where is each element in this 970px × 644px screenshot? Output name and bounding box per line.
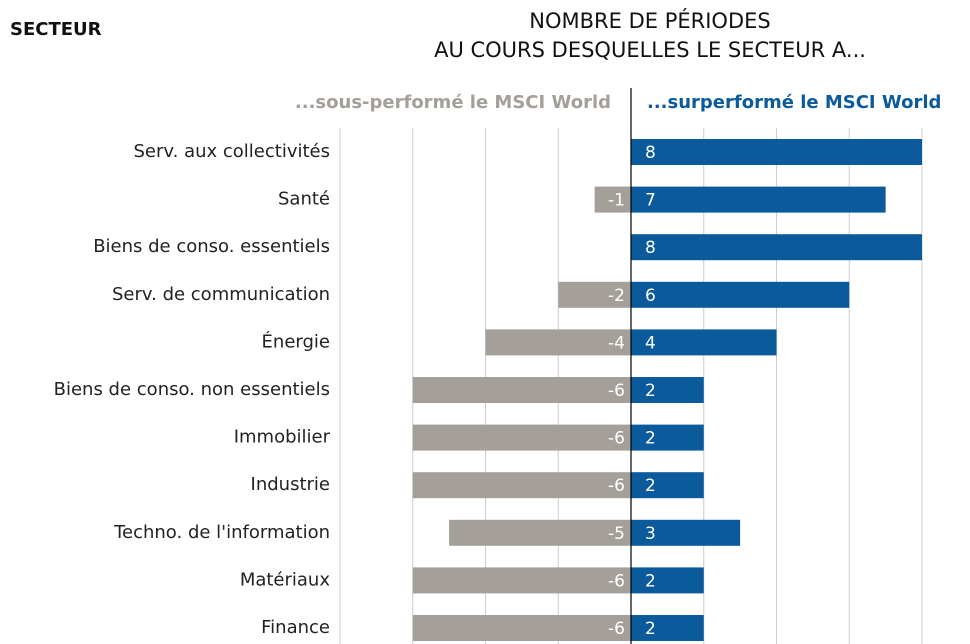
bar xyxy=(594,186,631,213)
data-label: -6 xyxy=(608,476,625,496)
data-label: 8 xyxy=(645,143,656,163)
data-label: 7 xyxy=(645,191,656,211)
bar xyxy=(412,472,631,499)
category-label: Biens de conso. essentiels xyxy=(93,236,330,257)
bar xyxy=(631,234,922,261)
bar xyxy=(631,519,741,546)
category-label: Énergie xyxy=(262,330,330,352)
bar xyxy=(412,567,631,594)
category-label: Matériaux xyxy=(240,569,331,590)
category-label: Biens de conso. non essentiels xyxy=(54,379,330,400)
data-label: -6 xyxy=(608,619,625,639)
category-label: Serv. aux collectivités xyxy=(133,141,330,162)
bar xyxy=(631,281,850,308)
data-label: 3 xyxy=(645,524,656,544)
data-label: 2 xyxy=(645,476,656,496)
category-label: Techno. de l'information xyxy=(113,522,330,543)
data-label: 2 xyxy=(645,571,656,591)
data-label: -6 xyxy=(608,571,625,591)
category-label: Industrie xyxy=(251,474,330,495)
bar xyxy=(631,472,704,499)
legend-entry: ...surperformé le MSCI World xyxy=(647,92,941,113)
data-label: -5 xyxy=(608,524,625,544)
category-label: Serv. de communication xyxy=(112,284,330,305)
bar xyxy=(631,567,704,594)
data-label: 2 xyxy=(645,429,656,449)
category-label: Immobilier xyxy=(234,427,331,448)
bar xyxy=(485,329,631,356)
bar xyxy=(631,139,922,165)
axis-label: SECTEUR xyxy=(10,19,102,40)
bar xyxy=(412,377,631,403)
bar xyxy=(558,281,631,308)
category-label: Finance xyxy=(261,617,330,638)
chart-title: NOMBRE DE PÉRIODES xyxy=(529,8,770,33)
data-label: 6 xyxy=(645,286,656,306)
data-label: 2 xyxy=(645,381,656,401)
data-label: -4 xyxy=(608,333,625,353)
bar xyxy=(631,615,704,641)
bar xyxy=(631,329,777,356)
data-label: 4 xyxy=(645,333,656,353)
data-label: 2 xyxy=(645,619,656,639)
bar xyxy=(449,519,631,546)
chart-title: AU COURS DESQUELLES LE SECTEUR A... xyxy=(434,38,866,62)
bar xyxy=(412,615,631,641)
data-label: -6 xyxy=(608,381,625,401)
data-label: 8 xyxy=(645,238,656,258)
data-label: -6 xyxy=(608,429,625,449)
bar xyxy=(631,186,886,213)
data-label: -1 xyxy=(608,191,625,211)
category-label: Santé xyxy=(278,189,330,210)
data-label: -2 xyxy=(608,286,625,306)
bar xyxy=(412,424,631,451)
bar xyxy=(631,424,704,451)
bar xyxy=(631,377,704,403)
legend-entry: ...sous-performé le MSCI World xyxy=(295,92,611,113)
